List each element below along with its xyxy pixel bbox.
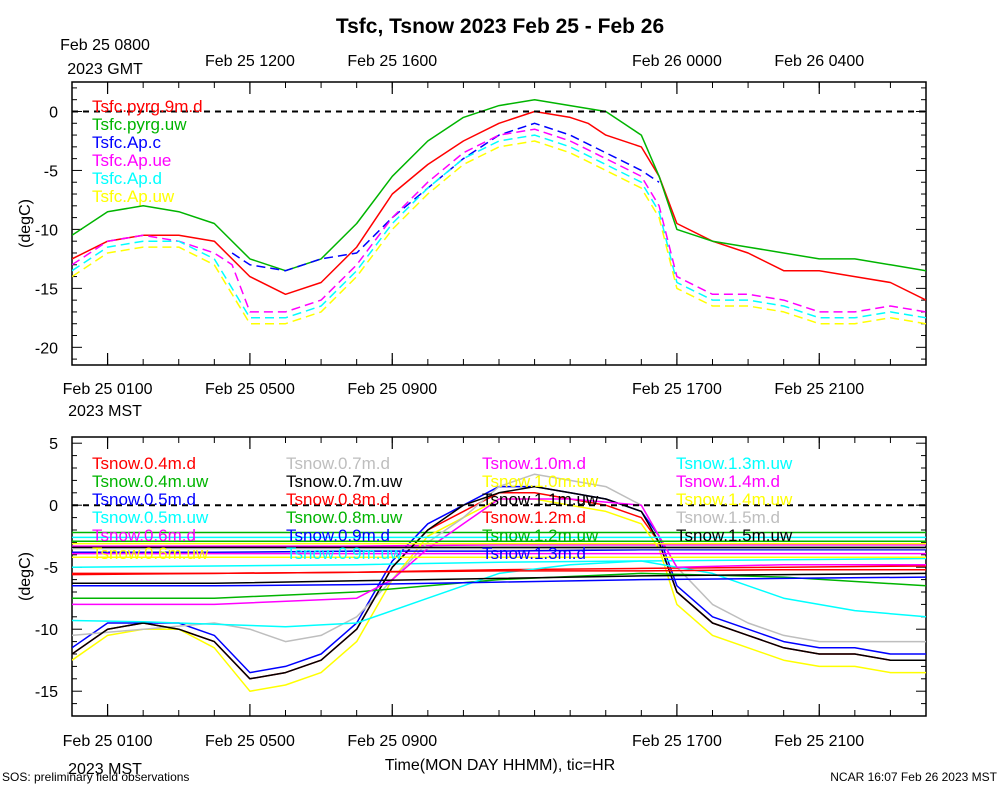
- legend-entry: Tsnow.1.2m.d: [482, 508, 586, 527]
- y-tick-label: -5: [44, 163, 58, 180]
- x-tick-label-gmt: Feb 26 0000: [632, 53, 722, 70]
- legend-entry: Tsnow.0.8m.uw: [286, 508, 403, 527]
- y-tick-label: -15: [35, 684, 58, 701]
- legend-entry: Tsnow.0.6m.uw: [92, 544, 209, 563]
- y-tick-label: 5: [49, 436, 58, 453]
- legend-entry: Tsnow.0.9m.uw: [286, 544, 403, 563]
- series-line-tsnow-1-2m-d: [72, 568, 926, 575]
- legend-entry: Tsnow.1.3m.uw: [676, 454, 793, 473]
- tsnow-panel: Feb 25 0100 Feb 25 0500 Feb 25 0900 Feb 25 …: [17, 436, 927, 750]
- series-line-tsnow-0-5m-d: [72, 485, 926, 674]
- series-line-tsfc-ap-ue: [72, 128, 926, 313]
- mst-tz-label-bottom: 2023 MST: [68, 761, 142, 778]
- y-axis-label: (degC): [17, 199, 34, 248]
- y-axis-label: (degC): [17, 552, 34, 601]
- x-tick-label: Feb 25 0900: [347, 381, 437, 398]
- x-tick-label: Feb 25 0900: [347, 733, 437, 750]
- legend-entry: Tsnow.1.2m.uw: [482, 526, 599, 545]
- chart-title: Tsfc, Tsnow 2023 Feb 25 - Feb 26: [336, 15, 664, 38]
- legend-entry: Tsnow.0.7m.uw: [286, 472, 403, 491]
- series-line-tsnow-0-7m-d: [72, 473, 926, 643]
- mst-tz-label-top: 2023 MST: [68, 403, 142, 420]
- series-group: [72, 473, 926, 692]
- series-line-tsfc-ap-c: [231, 122, 660, 272]
- x-tick-label: Feb 25 0100: [63, 381, 153, 398]
- y-tick-label: -5: [44, 560, 58, 577]
- x-tick-label: Feb 25 1700: [632, 381, 722, 398]
- legend-entry: Tsnow.1.5m.uw: [676, 526, 793, 545]
- x-tick-label-gmt: Feb 25 1200: [205, 53, 295, 70]
- y-tick-label: -20: [35, 340, 58, 357]
- y-tick-label: -10: [35, 622, 58, 639]
- series-line-tsnow-1-0m-d: [72, 498, 926, 606]
- y-tick-label: 0: [49, 104, 58, 121]
- series-line-tsnow-0-7m-uw: [72, 485, 926, 680]
- y-tick-label: 0: [49, 498, 58, 515]
- x-tick-label: Feb 25 2100: [774, 381, 864, 398]
- legend-entry: Tsnow.0.6m.d: [92, 526, 196, 545]
- legend-entry: Tsnow.1.1m.uw: [482, 490, 599, 509]
- y-tick-label: -10: [35, 222, 58, 239]
- series-line-tsnow-0-5m-uw: [72, 557, 926, 568]
- x-tick-label: Feb 25 1700: [632, 733, 722, 750]
- x-tick-label-gmt: Feb 26 0400: [774, 53, 864, 70]
- legend-entry: Tsnow.0.4m.d: [92, 454, 196, 473]
- x-tick-label: Feb 25 0500: [205, 733, 295, 750]
- legend-entry: Tsnow.1.0m.d: [482, 454, 586, 473]
- legend-entry: Tsnow.0.7m.d: [286, 454, 390, 473]
- x-tick-label: Feb 25 2100: [774, 733, 864, 750]
- y-tick-label: -15: [35, 281, 58, 298]
- legend-entry: Tsfc.Ap.c: [92, 133, 161, 152]
- series-line-tsfc-pyrg-uw: [72, 98, 926, 272]
- footer-left: SOS: preliminary field observations: [2, 770, 189, 784]
- legend-entry: Tsfc.pyrg.9m.d: [92, 97, 203, 116]
- gmt-tz-label: 2023 GMT: [67, 61, 143, 78]
- legend-entry: Tsnow.1.3m.d: [482, 544, 586, 563]
- legend-entry: Tsfc.pyrg.uw: [92, 115, 187, 134]
- tsfc-panel: Feb 25 0100 Feb 25 0500 Feb 25 0900 Feb 25 …: [17, 53, 927, 398]
- series-line-tsnow-0-6m-d: [72, 544, 926, 547]
- series-line-tsnow-0-8m-uw: [72, 572, 926, 599]
- legend-entry: Tsfc.Ap.ue: [92, 151, 171, 170]
- x-tick-label: Feb 25 0500: [205, 381, 295, 398]
- legend-entry: Tsnow.0.5m.uw: [92, 508, 209, 527]
- legend-entry: Tsfc.Ap.d: [92, 169, 162, 188]
- legend-entry: Tsnow.0.5m.d: [92, 490, 196, 509]
- series-line-tsnow-1-3m-d: [72, 576, 926, 587]
- legend-entry: Tsnow.0.4m.uw: [92, 472, 209, 491]
- series-group: [72, 98, 926, 325]
- x-tick-label: Feb 25 0100: [63, 733, 153, 750]
- legend-entry: Tsnow.1.4m.uw: [676, 490, 793, 509]
- series-line-tsnow-0-9m-d: [72, 549, 926, 554]
- gmt-first-tick-label: Feb 25 0800: [60, 37, 150, 54]
- legend-entry: Tsnow.1.4m.d: [676, 472, 780, 491]
- series-line-tsnow-1-1m-uw: [72, 572, 926, 585]
- series-line-tsnow-0-9m-uw: [72, 560, 926, 628]
- footer-right: NCAR 16:07 Feb 26 2023 MST: [830, 770, 997, 784]
- legend-entry: Tsnow.0.9m.d: [286, 526, 390, 545]
- legend-entry: Tsnow.1.5m.d: [676, 508, 780, 527]
- x-tick-label-gmt: Feb 25 1600: [347, 53, 437, 70]
- x-axis-label: Time(MON DAY HHMM), tic=HR: [385, 757, 615, 774]
- legend-entry: Tsnow.0.8m.d: [286, 490, 390, 509]
- legend-entry: Tsfc.Ap.uw: [92, 187, 175, 206]
- legend-entry: Tsnow.1.0m.uw: [482, 472, 599, 491]
